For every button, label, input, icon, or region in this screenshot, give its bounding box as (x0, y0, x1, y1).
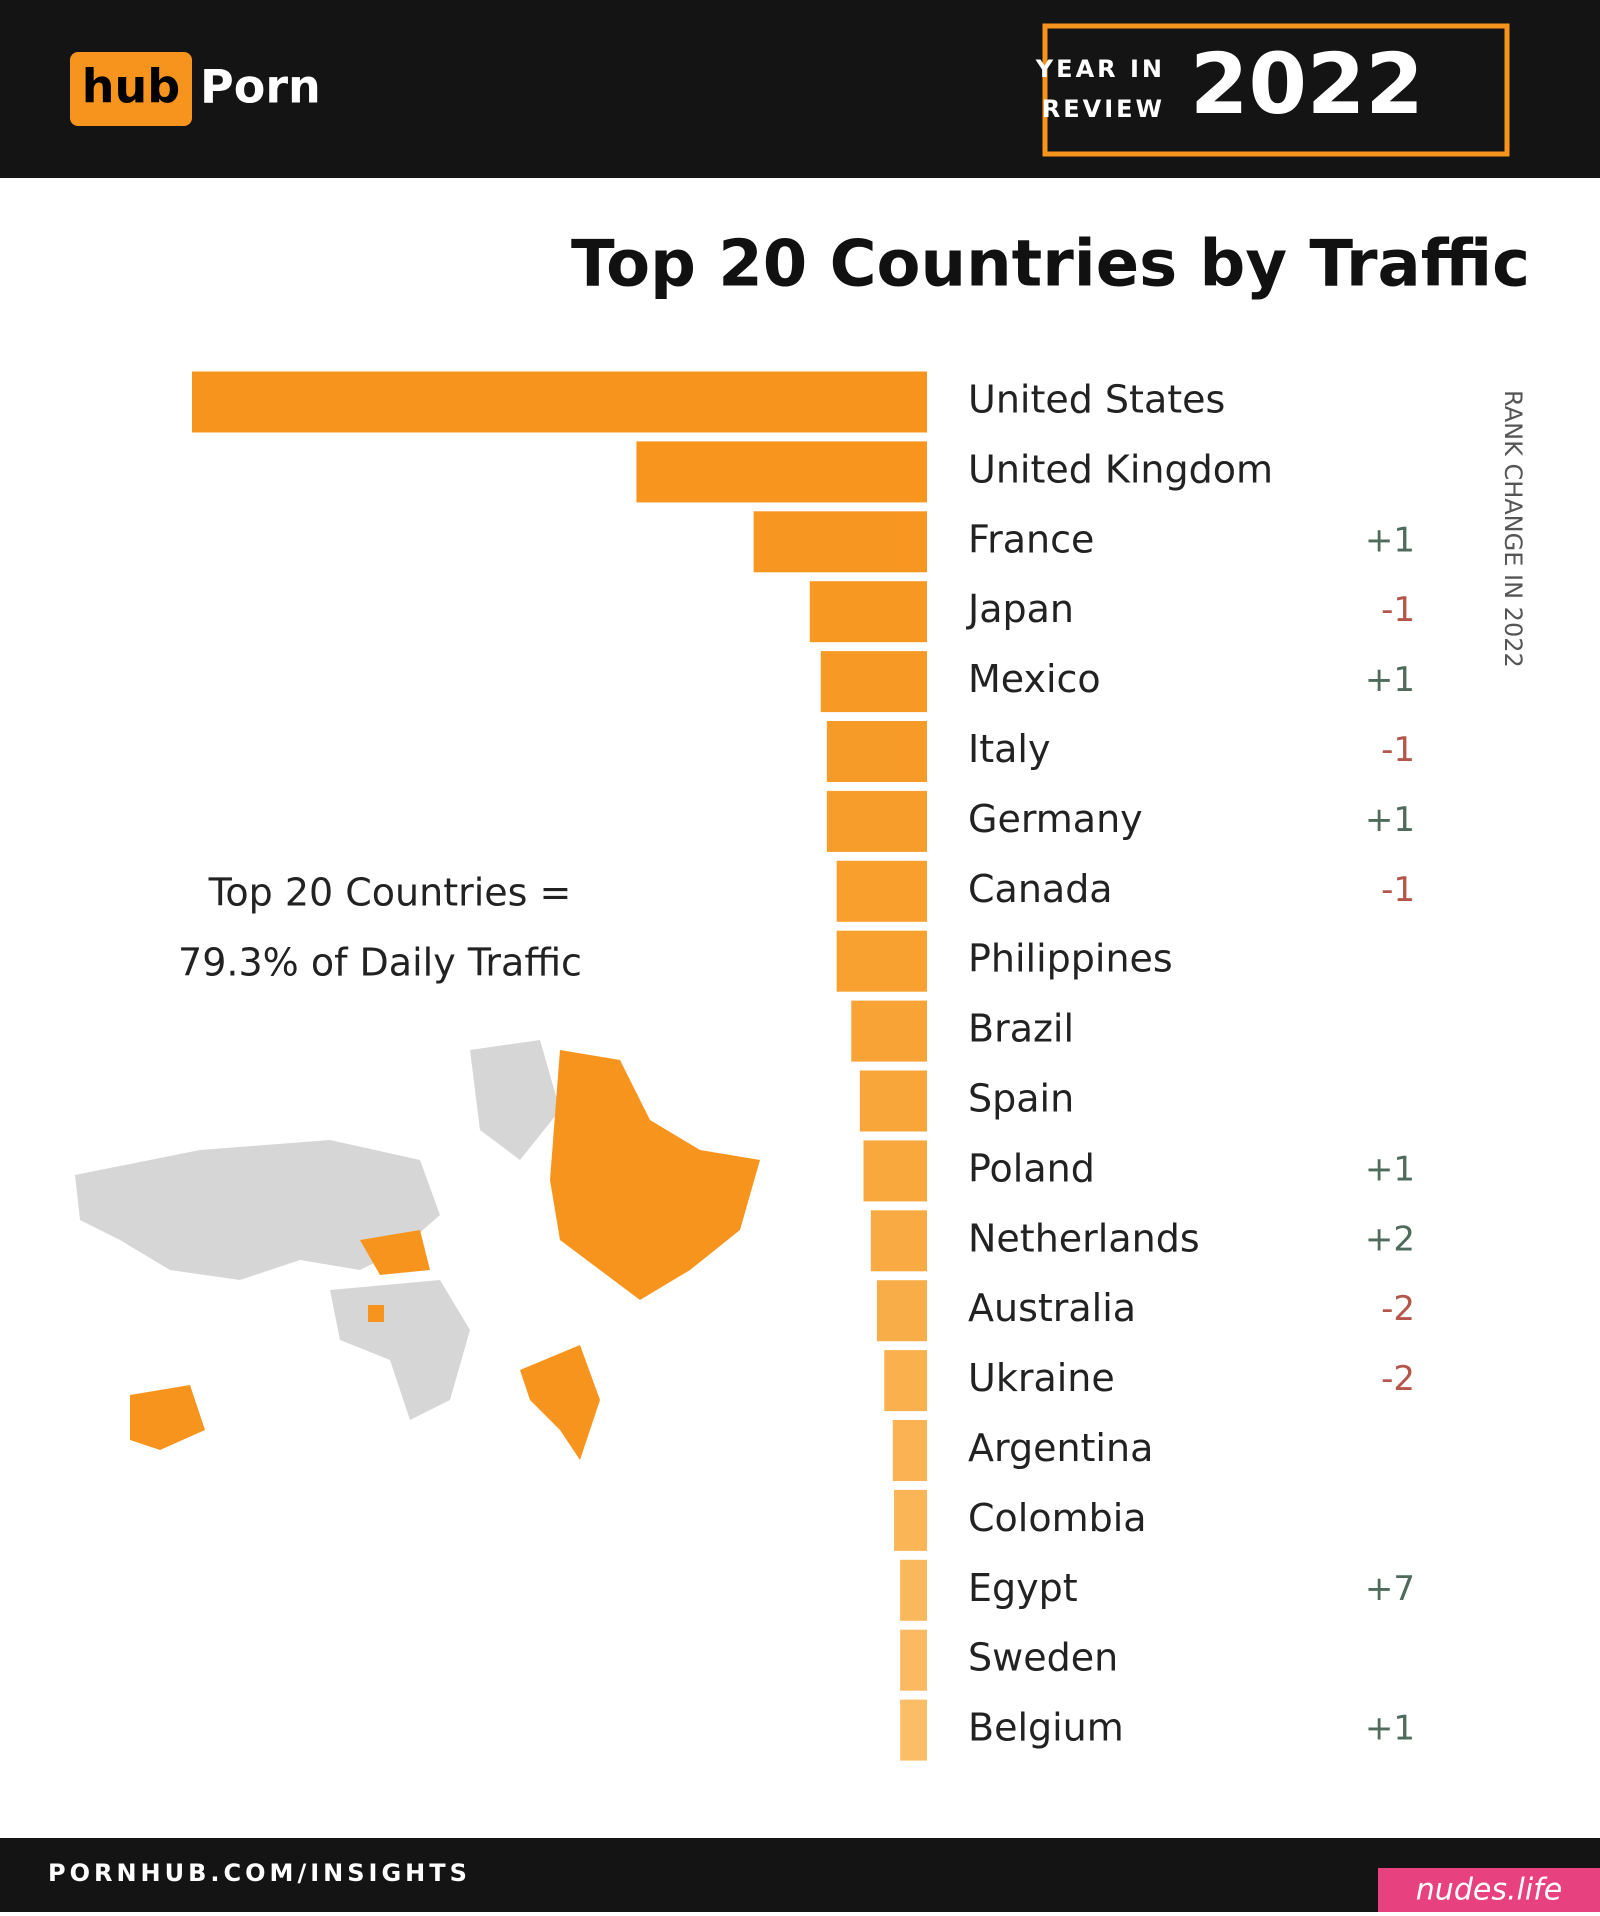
bar (192, 371, 927, 433)
bar (894, 1489, 927, 1551)
map-greenland (470, 1040, 560, 1160)
bar (892, 1420, 927, 1481)
map-europe (360, 1230, 430, 1275)
map-asia (75, 1140, 440, 1280)
category-label: United States (968, 378, 1225, 422)
watermark-box (1378, 1868, 1600, 1912)
bar (900, 1559, 927, 1621)
map-australia (130, 1385, 205, 1450)
rank-change: -2 (1381, 1289, 1415, 1329)
rank-change: +2 (1365, 1219, 1415, 1259)
bar (826, 721, 927, 782)
category-label: Belgium (968, 1706, 1124, 1750)
rank-change: +1 (1365, 1149, 1415, 1189)
footer-url: PORNHUB.COM/INSIGHTS (48, 1859, 471, 1887)
header-bar (0, 0, 1600, 178)
rank-change: -1 (1381, 590, 1415, 630)
bar (870, 1210, 927, 1272)
year-frame (1042, 23, 1510, 157)
map-north-america (550, 1050, 760, 1300)
annotation: 79.3% of Daily Traffic (178, 941, 582, 985)
rank-change: +1 (1365, 660, 1415, 700)
map-africa (330, 1280, 470, 1420)
category-label: Egypt (968, 1566, 1078, 1610)
bar (859, 1070, 927, 1132)
chart-title: Top 20 Countries by Traffic (571, 228, 1530, 302)
category-label: Germany (968, 797, 1143, 841)
category-label: Japan (966, 587, 1074, 631)
category-label: United Kingdom (968, 447, 1273, 491)
rank-change: +7 (1365, 1569, 1415, 1609)
footer-bar (0, 1838, 1600, 1912)
world-map (75, 1040, 760, 1460)
bar (636, 441, 927, 503)
bar (809, 581, 927, 643)
bar (851, 1000, 927, 1062)
map-egypt (368, 1305, 384, 1322)
category-label: Italy (968, 727, 1050, 771)
bar (826, 790, 927, 852)
category-label: Argentina (968, 1426, 1153, 1470)
watermark: nudes.life (1416, 1873, 1562, 1908)
category-label: Brazil (968, 1007, 1074, 1051)
rank-change: -1 (1381, 730, 1415, 770)
bar (876, 1280, 927, 1342)
bar (884, 1350, 927, 1412)
category-label: Netherlands (968, 1216, 1200, 1260)
category-label: France (968, 517, 1094, 561)
map-south-america (520, 1345, 600, 1460)
year-caption: REVIEW (1042, 95, 1165, 123)
logo-hub: hub (82, 60, 180, 114)
rank-change: +1 (1365, 800, 1415, 840)
logo-badge (70, 52, 192, 126)
annotation: Top 20 Countries = (208, 871, 572, 915)
bar (820, 651, 927, 713)
category-label: Mexico (968, 657, 1101, 701)
rank-change: +1 (1365, 520, 1415, 560)
bar (900, 1699, 927, 1761)
year-caption: YEAR IN (1035, 55, 1165, 83)
bar (753, 511, 927, 573)
category-label: Canada (968, 867, 1113, 911)
bar (863, 1140, 927, 1202)
category-label: Ukraine (968, 1356, 1115, 1400)
year: 2022 (1190, 35, 1424, 133)
bar (836, 860, 927, 922)
rank-change: -1 (1381, 870, 1415, 910)
bar (836, 930, 927, 992)
category-label: Poland (968, 1146, 1095, 1190)
logo-porn: Porn (200, 60, 321, 114)
rank-change-label: RANK CHANGE IN 2022 (1499, 390, 1527, 668)
category-label: Spain (968, 1077, 1074, 1121)
rank-change: -2 (1381, 1359, 1415, 1399)
category-label: Sweden (968, 1636, 1118, 1680)
rank-change: +1 (1365, 1709, 1415, 1749)
bar (900, 1629, 927, 1691)
category-label: Philippines (968, 937, 1173, 981)
category-label: Australia (968, 1286, 1136, 1330)
category-label: Colombia (968, 1496, 1147, 1540)
